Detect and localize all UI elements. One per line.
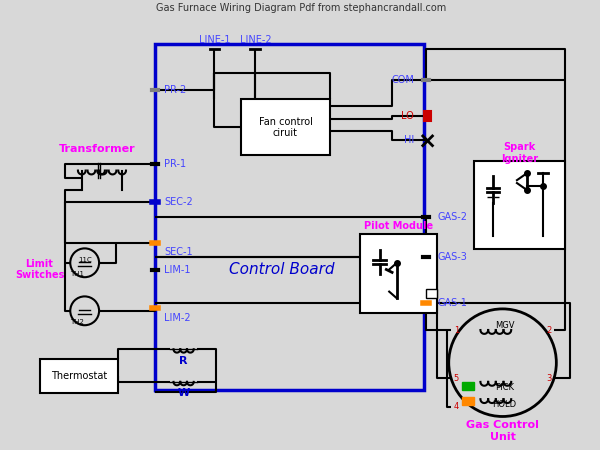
Text: 4: 4 [454,402,459,411]
Bar [40,359,118,393]
Text: 2: 2 [546,325,551,334]
Text: 1: 1 [454,325,459,334]
Text: SEC-1: SEC-1 [164,247,193,257]
Bar [425,289,437,298]
Text: LINE-1: LINE-1 [199,35,230,45]
Text: PR-1: PR-1 [164,159,187,169]
Text: 3: 3 [546,374,551,382]
Text: MGV: MGV [495,321,514,330]
Text: PICK: PICK [495,383,514,392]
Text: Gas Control
Unit: Gas Control Unit [466,420,539,442]
Text: LINE-2: LINE-2 [240,35,271,45]
Text: Thermostat: Thermostat [51,371,107,381]
Bar [462,382,474,390]
Bar [155,44,424,390]
Text: SEC-2: SEC-2 [164,197,193,207]
Text: LIM-1: LIM-1 [164,265,191,274]
Bar [424,111,431,121]
Text: Transformer: Transformer [59,144,136,154]
Text: LO: LO [401,111,414,121]
Text: Limit
Switches: Limit Switches [15,259,64,280]
Text: Control Board: Control Board [229,262,334,277]
Text: 11C: 11C [78,257,92,263]
Text: TH2: TH2 [70,320,84,325]
Text: PR-2: PR-2 [164,85,187,95]
Bar [462,397,474,405]
Bar [474,161,565,249]
Text: R: R [179,356,188,366]
Text: Fan control
ciruit: Fan control ciruit [259,117,313,138]
Text: TH1: TH1 [70,271,84,277]
Text: GAS-3: GAS-3 [437,252,467,262]
Text: HOLD: HOLD [493,400,517,410]
Text: W: W [178,388,190,398]
Text: Spark
Igniter: Spark Igniter [501,143,538,164]
Text: HI: HI [404,135,414,145]
Text: GAS-1: GAS-1 [437,298,467,308]
Bar [241,99,329,155]
Text: COM: COM [391,75,414,85]
Text: 5: 5 [454,374,459,382]
Title: Gas Furnace Wiring Diagram Pdf from stephancrandall.com: Gas Furnace Wiring Diagram Pdf from step… [155,3,446,13]
Text: Pilot Module: Pilot Module [364,221,433,231]
Text: GAS-2: GAS-2 [437,212,467,222]
Bar [361,234,437,313]
Text: LIM-2: LIM-2 [164,313,191,323]
